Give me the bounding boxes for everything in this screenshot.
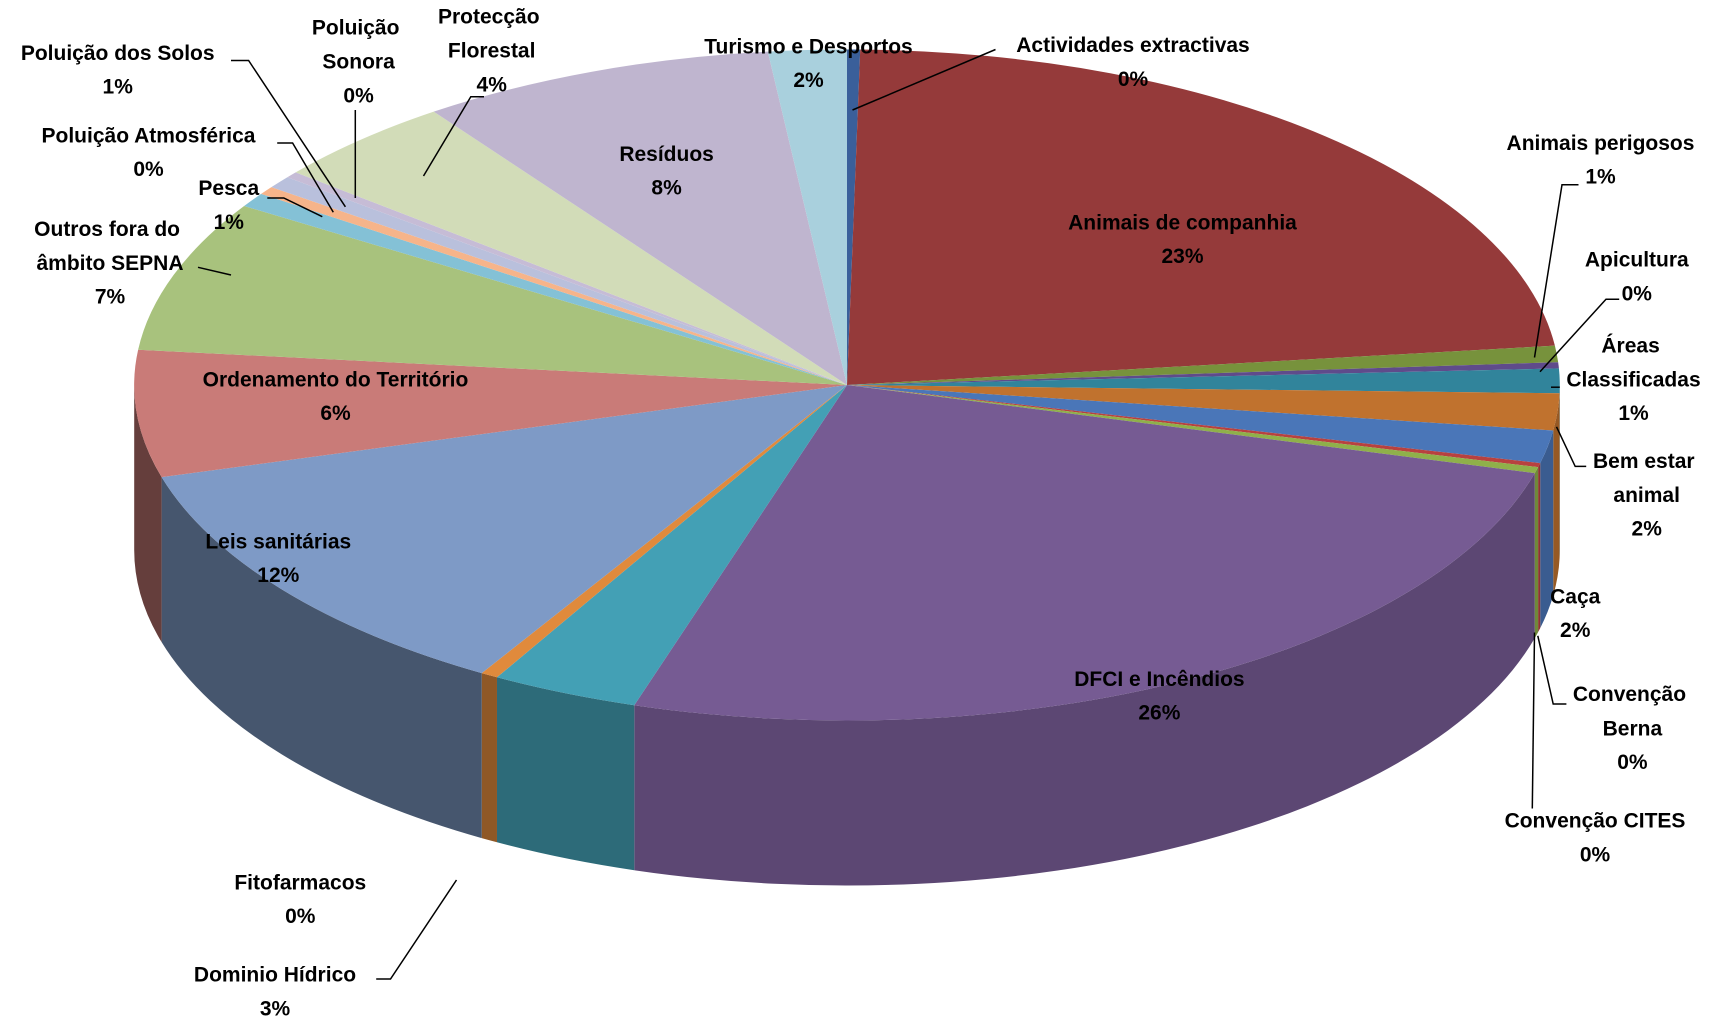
slice-side <box>1553 393 1560 596</box>
value-label: 0% <box>1622 282 1653 305</box>
value-label: 2% <box>793 69 824 92</box>
slice-label: Protecção Florestal <box>438 5 545 62</box>
value-label: 23% <box>1161 245 1203 268</box>
value-label: 1% <box>103 76 134 99</box>
slice <box>244 193 848 385</box>
slice <box>134 349 847 478</box>
value-label: 26% <box>1138 701 1180 724</box>
slice <box>847 49 1555 385</box>
slice-label: Poluição Atmosférica <box>42 124 256 147</box>
slice <box>847 368 1560 394</box>
slice-label: DFCI e Incêndios <box>1074 667 1244 690</box>
value-label: 2% <box>1560 619 1591 642</box>
value-label: 6% <box>320 402 351 425</box>
slice <box>847 385 1541 468</box>
pie-sides <box>134 385 1560 886</box>
slice <box>481 385 847 678</box>
value-label: 3% <box>260 997 291 1020</box>
leader-line <box>1537 635 1567 705</box>
slice-label: Convenção Berna <box>1573 683 1692 740</box>
slice-label: Poluição Sonora <box>312 16 405 73</box>
value-label: 1% <box>1585 166 1616 189</box>
slice-label: Fitofarmacos <box>234 871 366 894</box>
value-label: 1% <box>1618 402 1649 425</box>
slice <box>287 172 848 385</box>
slice-label: Bem estar animal <box>1593 450 1700 507</box>
value-label: 8% <box>651 177 682 200</box>
labels: Actividades extractivas 0% Animais de comp… <box>21 5 1701 1020</box>
slice <box>261 187 847 385</box>
leader-line <box>1531 632 1536 809</box>
slice <box>847 385 1539 474</box>
slice <box>433 51 847 385</box>
slice-label: Outros fora do âmbito SEPNA <box>34 217 186 274</box>
leader-line <box>267 197 323 218</box>
slice <box>847 345 1559 385</box>
leader-line <box>852 48 996 111</box>
value-label: 1% <box>214 211 245 234</box>
slice-label: Áreas Classificadas <box>1566 334 1700 391</box>
slice-label: Dominio Hídrico <box>194 963 356 986</box>
slice-label: Poluição dos Solos <box>21 41 215 64</box>
slice-label: Pesca <box>198 177 259 200</box>
slice-side <box>1534 467 1539 639</box>
slice <box>295 111 847 386</box>
pie-top <box>134 49 1560 721</box>
slice-label: Caça <box>1550 585 1601 608</box>
value-label: 0% <box>343 84 374 107</box>
leader-line <box>1533 184 1579 358</box>
slice-label: Ordenamento do Território <box>203 368 469 391</box>
slice-side <box>481 673 497 843</box>
slice-label: Resíduos <box>619 143 714 166</box>
value-label: 0% <box>1118 68 1149 91</box>
leader-line <box>231 59 347 208</box>
slice-label: Animais de companhia <box>1068 211 1297 234</box>
slice-side <box>1538 463 1541 633</box>
slice-label: Apicultura <box>1585 248 1689 271</box>
slice <box>767 49 847 385</box>
slice-side <box>634 473 1535 886</box>
slice <box>847 49 861 385</box>
slice-side <box>496 677 635 871</box>
value-label: 4% <box>477 73 508 96</box>
slice-label: Convenção CITES <box>1505 809 1686 832</box>
value-label: 2% <box>1632 518 1663 541</box>
leader-line <box>1539 298 1620 373</box>
slice-side <box>134 385 162 643</box>
slice <box>847 385 1554 464</box>
slice-label: Actividades extractivas <box>1016 34 1249 57</box>
slice <box>138 206 848 385</box>
value-label: 12% <box>257 564 299 587</box>
slice <box>496 385 847 706</box>
leader-line <box>277 142 334 213</box>
leader-line <box>1555 426 1587 468</box>
slice-label: Animais perigosos <box>1507 132 1695 155</box>
slice <box>271 177 847 385</box>
slice <box>847 385 1560 431</box>
value-label: 7% <box>95 286 126 309</box>
value-label: 0% <box>1617 751 1648 774</box>
slice <box>161 385 848 674</box>
slice <box>847 362 1559 385</box>
slice-side <box>1540 430 1554 629</box>
slice-label: Turismo e Desportos <box>704 35 912 58</box>
value-label: 0% <box>133 158 164 181</box>
slice-side <box>161 477 482 839</box>
slice <box>634 385 1535 721</box>
leader-line <box>197 266 232 276</box>
leader-line <box>376 879 458 980</box>
leader-line <box>422 96 484 177</box>
value-label: 0% <box>285 905 316 928</box>
value-label: 0% <box>1580 843 1611 866</box>
slice-label: Leis sanitárias <box>205 530 351 553</box>
